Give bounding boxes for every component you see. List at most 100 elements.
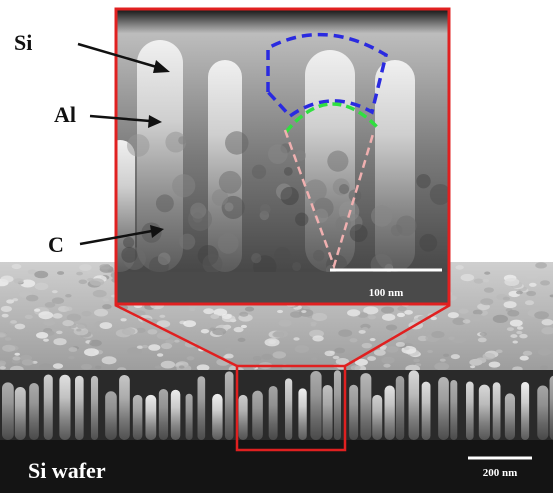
grain [358, 329, 366, 334]
grain [338, 329, 353, 337]
grain [434, 362, 450, 371]
grain [404, 310, 413, 315]
pillar [549, 375, 553, 440]
grain [89, 339, 102, 347]
pillar [197, 376, 206, 440]
grain [429, 183, 448, 205]
grain [51, 297, 65, 305]
grain [283, 166, 293, 176]
grain [416, 174, 431, 189]
si-outline [266, 32, 389, 119]
pillar [268, 386, 278, 440]
grain [120, 318, 127, 322]
grain [528, 282, 537, 287]
grain [525, 271, 540, 279]
grain [123, 236, 135, 249]
sem-inset [117, 10, 448, 303]
grain [295, 212, 309, 227]
zoom-line [114, 303, 238, 368]
grain [99, 322, 113, 329]
grain [427, 349, 433, 354]
grain [202, 253, 223, 274]
label-al: Al [54, 102, 76, 127]
grain [66, 313, 82, 322]
grain [272, 351, 287, 359]
arrowhead [150, 225, 164, 238]
pillar [90, 375, 99, 440]
pillar [132, 394, 143, 440]
zoom-line [344, 303, 451, 368]
pillar [2, 382, 14, 440]
pillar [408, 370, 420, 440]
grain [0, 366, 6, 370]
grain [524, 300, 535, 306]
grain [363, 306, 379, 315]
grain [36, 332, 49, 339]
grain [334, 347, 346, 354]
grain [534, 311, 549, 320]
grain [27, 269, 37, 275]
grain [92, 289, 107, 298]
grain [156, 332, 171, 340]
grain [512, 340, 519, 344]
grain [379, 346, 387, 351]
grain [213, 308, 228, 316]
pillar [372, 394, 383, 440]
grain [4, 337, 12, 341]
grain [349, 224, 368, 243]
grain [0, 360, 7, 366]
grain [95, 365, 102, 370]
grain [192, 212, 203, 223]
grain [34, 282, 49, 291]
grain [34, 270, 49, 279]
grain [184, 341, 197, 348]
grain [492, 314, 508, 324]
grain [386, 346, 399, 353]
grain [516, 326, 524, 330]
grain [94, 308, 109, 317]
grain [34, 308, 41, 312]
grain [477, 337, 487, 343]
grain [419, 233, 438, 252]
grain [417, 335, 428, 342]
grain [11, 263, 22, 270]
grain [452, 317, 467, 326]
grain [385, 324, 398, 331]
grain [367, 356, 377, 361]
pillar [14, 386, 26, 440]
grain [135, 327, 146, 333]
pillar [466, 381, 474, 440]
grain [102, 298, 109, 302]
grain [395, 341, 405, 347]
grain [76, 328, 82, 332]
grain [1, 313, 9, 318]
grain [350, 365, 361, 371]
grain [264, 338, 280, 347]
grain [51, 328, 59, 332]
arrow [79, 229, 153, 246]
grain [460, 273, 475, 282]
pillar [537, 385, 549, 440]
grain [160, 360, 176, 369]
grain [293, 337, 300, 341]
grain [310, 353, 320, 358]
grain [455, 265, 464, 270]
grain [495, 349, 503, 354]
pillar [212, 393, 223, 440]
grain [354, 358, 368, 366]
pillar [145, 394, 157, 440]
grain [290, 311, 303, 318]
grain [160, 342, 173, 350]
grain [211, 189, 229, 206]
grain [57, 271, 65, 275]
grain [516, 330, 523, 335]
grain [502, 296, 511, 301]
grain [295, 150, 306, 161]
grain [381, 356, 395, 364]
grain [121, 327, 136, 336]
arrowhead [148, 115, 162, 128]
grain [223, 355, 230, 359]
grain [443, 353, 450, 357]
